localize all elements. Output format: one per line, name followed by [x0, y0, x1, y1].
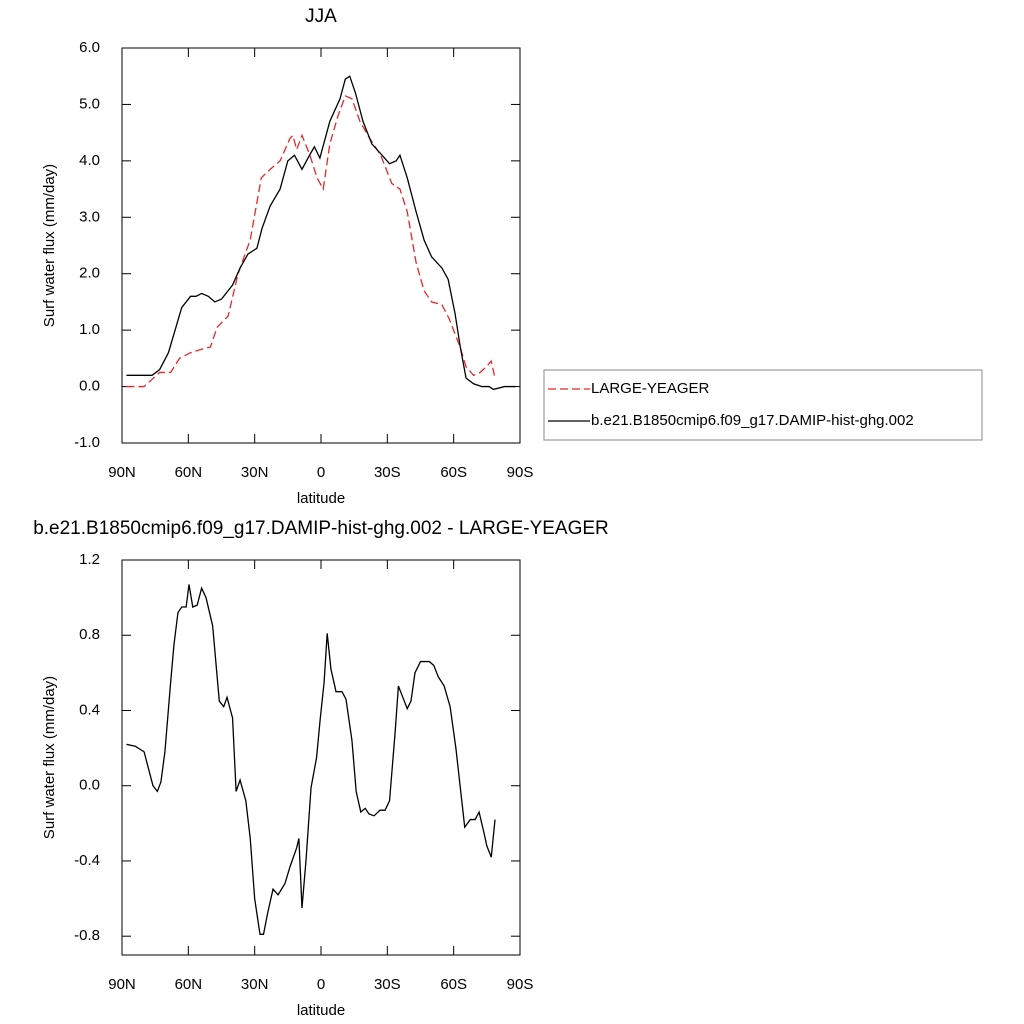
x-tick-label: 30S	[374, 976, 401, 993]
y-tick-label: 5.0	[79, 95, 100, 112]
y-axis-label: Surf water flux (mm/day)	[41, 676, 58, 839]
x-tick-label: 90N	[108, 464, 136, 481]
y-tick-label: -1.0	[74, 434, 100, 451]
x-axis-label: latitude	[297, 490, 345, 507]
data-line	[126, 75, 516, 391]
legend-label: b.e21.B1850cmip6.f09_g17.DAMIP-hist-ghg.…	[591, 412, 914, 429]
y-axis-label: Surf water flux (mm/day)	[41, 164, 58, 327]
legend-label: LARGE-YEAGER	[591, 380, 710, 397]
plot-frame	[121, 47, 521, 444]
data-line	[126, 584, 496, 935]
y-tick-label: 3.0	[79, 208, 100, 225]
x-tick-label: 90S	[507, 976, 534, 993]
y-tick-label: -0.8	[74, 927, 100, 944]
y-tick-label: 0.4	[79, 701, 100, 718]
y-tick-label: -0.4	[74, 852, 100, 869]
chart-title: b.e21.B1850cmip6.f09_g17.DAMIP-hist-ghg.…	[33, 518, 609, 539]
x-tick-label: 90S	[507, 464, 534, 481]
x-tick-label: 60N	[175, 976, 203, 993]
x-tick-label: 30S	[374, 464, 401, 481]
plot-frame	[121, 559, 521, 956]
x-tick-label: 30N	[241, 464, 269, 481]
y-tick-label: 1.0	[79, 321, 100, 338]
data-line	[126, 95, 496, 388]
x-axis-label: latitude	[297, 1002, 345, 1019]
x-tick-label: 60S	[440, 464, 467, 481]
x-tick-label: 60S	[440, 976, 467, 993]
y-tick-label: 2.0	[79, 265, 100, 282]
y-tick-label: 6.0	[79, 39, 100, 56]
x-tick-label: 0	[317, 976, 325, 993]
x-tick-label: 0	[317, 464, 325, 481]
x-tick-label: 30N	[241, 976, 269, 993]
y-tick-label: 4.0	[79, 152, 100, 169]
legend-box	[543, 369, 983, 441]
x-tick-label: 90N	[108, 976, 136, 993]
y-tick-label: 0.0	[79, 378, 100, 395]
y-tick-label: 0.0	[79, 777, 100, 794]
chart-title: JJA	[305, 6, 337, 27]
y-tick-label: 0.8	[79, 626, 100, 643]
x-tick-label: 60N	[175, 464, 203, 481]
y-tick-label: 1.2	[79, 551, 100, 568]
